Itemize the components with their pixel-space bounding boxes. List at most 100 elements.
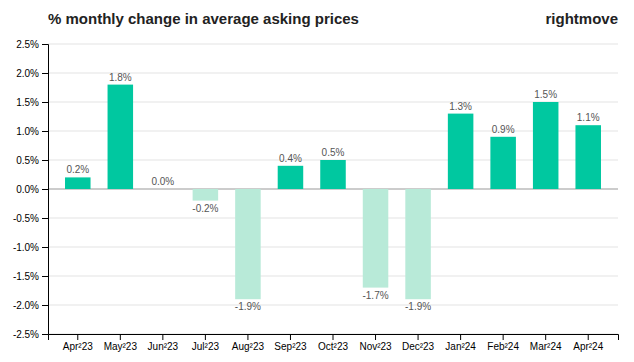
y-tick-mark (42, 334, 48, 335)
x-tick: Apr²24 (573, 334, 603, 352)
x-tick-label: Jun²23 (148, 341, 179, 352)
bar (65, 177, 91, 189)
x-tick: Nov²23 (359, 334, 392, 352)
y-tick-label: 0.0% (16, 184, 39, 195)
y-tick-mark (42, 102, 48, 103)
y-tick-label: 2.0% (16, 68, 39, 79)
title: % monthly change in average asking price… (48, 10, 359, 27)
y-tick-mark (42, 160, 48, 161)
data-label: 1.8% (109, 72, 132, 83)
x-tick-mark (162, 334, 163, 340)
y-tick-label: 2.5% (16, 39, 39, 50)
y-tick-mark (42, 305, 48, 306)
y-axis: -2.5%-2.0%-1.5%-1.0%-0.5%0.0%0.5%1.0%1.5… (13, 39, 49, 340)
data-label: 0.4% (279, 153, 302, 164)
y-tick-mark (42, 276, 48, 277)
data-label: -0.2% (192, 203, 218, 214)
bar (278, 166, 304, 189)
y-tick: 2.5% (16, 39, 48, 50)
grid-line (48, 276, 618, 277)
bar (150, 189, 176, 190)
x-tick: Jan²24 (445, 334, 476, 352)
x-axis: Apr²23 May²23 Jun²23 Jul²23 Aug²23 Sep²23 Oct²… (49, 334, 619, 352)
data-labels: 0.2% 1.8% 0.0% -0.2% -1.9% 0.4% 0.5% -1.7% -1.9%… (66, 72, 599, 313)
x-tick: Oct²23 (318, 334, 348, 352)
y-axis-line (42, 45, 49, 335)
grid (48, 44, 618, 334)
x-axis-line (49, 335, 619, 341)
annotation: rightmove (545, 10, 618, 27)
x-tick: Sep²23 (274, 334, 307, 352)
grid-line (48, 247, 618, 248)
x-tick-label: Mar²24 (530, 341, 562, 352)
grid-line (48, 73, 618, 74)
x-tick-label: Aug²23 (232, 341, 265, 352)
bar (363, 189, 389, 288)
chart: % monthly change in average asking price… (0, 0, 634, 362)
bar (448, 114, 474, 189)
y-tick-label: -2.0% (13, 300, 39, 311)
data-label: 0.2% (66, 164, 89, 175)
x-tick: Dec²23 (402, 334, 435, 352)
bar (405, 189, 431, 299)
data-label: 0.5% (322, 147, 345, 158)
x-tick-mark (333, 334, 334, 340)
y-tick-label: 1.5% (16, 97, 39, 108)
y-tick-mark (42, 247, 48, 248)
x-tick-mark (290, 334, 291, 340)
y-tick-label: 0.5% (16, 155, 39, 166)
x-tick: Aug²23 (232, 334, 265, 352)
data-label: 1.1% (577, 112, 600, 123)
x-tick: Feb²24 (487, 334, 519, 352)
bar (108, 85, 134, 189)
y-tick: -1.0% (13, 242, 48, 253)
x-tick-mark (503, 334, 504, 340)
x-tick: May²23 (104, 334, 138, 352)
x-tick-label: Apr²24 (573, 341, 603, 352)
x-tick-label: Dec²23 (402, 341, 435, 352)
x-tick-label: Sep²23 (274, 341, 307, 352)
x-tick-mark (375, 334, 376, 340)
x-tick-mark (205, 334, 206, 340)
x-tick-label: Oct²23 (318, 341, 348, 352)
x-tick-label: Nov²23 (359, 341, 392, 352)
y-tick-mark (42, 131, 48, 132)
x-tick-mark (77, 334, 78, 340)
x-tick: Jul²23 (192, 334, 220, 352)
grid-line (48, 305, 618, 306)
data-label: 1.3% (449, 101, 472, 112)
x-tick: Jun²23 (148, 334, 179, 352)
bar (490, 137, 516, 189)
grid-line (48, 102, 618, 103)
y-tick-mark (42, 218, 48, 219)
x-tick-label: May²23 (104, 341, 138, 352)
x-tick-label: Feb²24 (487, 341, 519, 352)
bar (320, 160, 346, 189)
y-tick: 1.0% (16, 126, 48, 137)
bars (65, 85, 601, 300)
x-tick-mark (418, 334, 419, 340)
x-tick: Mar²24 (530, 334, 562, 352)
y-tick-label: 1.0% (16, 126, 39, 137)
bar (575, 125, 601, 189)
y-tick: 0.5% (16, 155, 48, 166)
y-tick-label: -0.5% (13, 213, 39, 224)
y-tick: 1.5% (16, 97, 48, 108)
y-tick-mark (42, 189, 48, 190)
y-tick: -1.5% (13, 271, 48, 282)
data-label: -1.9% (235, 301, 261, 312)
data-label: 0.0% (151, 176, 174, 187)
data-label: -1.9% (405, 301, 431, 312)
x-tick-label: Apr²23 (63, 341, 93, 352)
y-tick: -2.0% (13, 300, 48, 311)
plot: 0.2% 1.8% 0.0% -0.2% -1.9% 0.4% 0.5% -1.7% -1.9%… (13, 39, 619, 352)
grid-line (48, 218, 618, 219)
x-tick-mark (460, 334, 461, 340)
x-tick: Apr²23 (63, 334, 93, 352)
bar (533, 102, 559, 189)
y-tick: -0.5% (13, 213, 48, 224)
y-tick-label: -1.0% (13, 242, 39, 253)
x-tick-label: Jan²24 (445, 341, 476, 352)
bar (193, 189, 219, 201)
data-label: -1.7% (362, 290, 388, 301)
